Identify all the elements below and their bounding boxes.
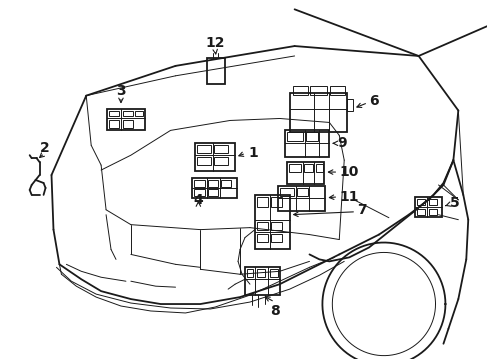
Text: 12: 12: [205, 36, 224, 50]
Bar: [277, 186, 325, 211]
Text: 11: 11: [339, 190, 358, 204]
Bar: [292, 86, 307, 95]
Text: 5: 5: [448, 196, 458, 210]
Bar: [256, 222, 267, 230]
Text: 7: 7: [356, 203, 366, 217]
Bar: [208, 189, 218, 196]
Bar: [197, 157, 211, 165]
Bar: [122, 121, 133, 129]
Bar: [221, 180, 231, 187]
Text: 8: 8: [269, 304, 279, 318]
Bar: [197, 145, 211, 153]
Bar: [109, 111, 119, 117]
Bar: [279, 188, 293, 196]
Bar: [109, 121, 119, 129]
Text: 6: 6: [368, 94, 378, 108]
Bar: [256, 269, 264, 277]
Bar: [416, 209, 424, 215]
Bar: [270, 222, 281, 230]
Bar: [289, 93, 346, 132]
Bar: [192, 178, 237, 198]
Bar: [296, 188, 307, 196]
Bar: [288, 164, 300, 172]
Bar: [416, 199, 424, 205]
Bar: [214, 157, 228, 165]
Text: 9: 9: [337, 136, 346, 150]
Bar: [195, 143, 235, 171]
Bar: [246, 269, 252, 277]
Bar: [270, 197, 281, 207]
Bar: [135, 111, 142, 117]
Text: 3: 3: [116, 84, 125, 98]
Bar: [194, 189, 205, 196]
Bar: [208, 180, 218, 187]
Bar: [256, 234, 267, 242]
Text: 2: 2: [40, 141, 49, 155]
Bar: [284, 130, 328, 157]
Text: 10: 10: [339, 165, 358, 179]
Bar: [207, 58, 224, 84]
Bar: [244, 267, 279, 295]
Bar: [107, 109, 144, 130]
Bar: [427, 199, 436, 205]
Bar: [427, 209, 436, 215]
Bar: [303, 164, 313, 172]
Bar: [214, 145, 228, 153]
Bar: [414, 197, 442, 217]
Bar: [310, 86, 326, 95]
Bar: [330, 86, 345, 95]
Text: 1: 1: [247, 146, 257, 160]
Bar: [316, 164, 323, 172]
Bar: [122, 111, 133, 117]
Bar: [256, 197, 267, 207]
Bar: [269, 269, 277, 277]
Bar: [194, 180, 205, 187]
Text: 4: 4: [193, 193, 203, 207]
Bar: [270, 234, 281, 242]
Bar: [346, 99, 352, 111]
Bar: [286, 162, 324, 184]
Bar: [305, 132, 318, 141]
Bar: [286, 132, 302, 141]
Bar: [254, 195, 289, 249]
